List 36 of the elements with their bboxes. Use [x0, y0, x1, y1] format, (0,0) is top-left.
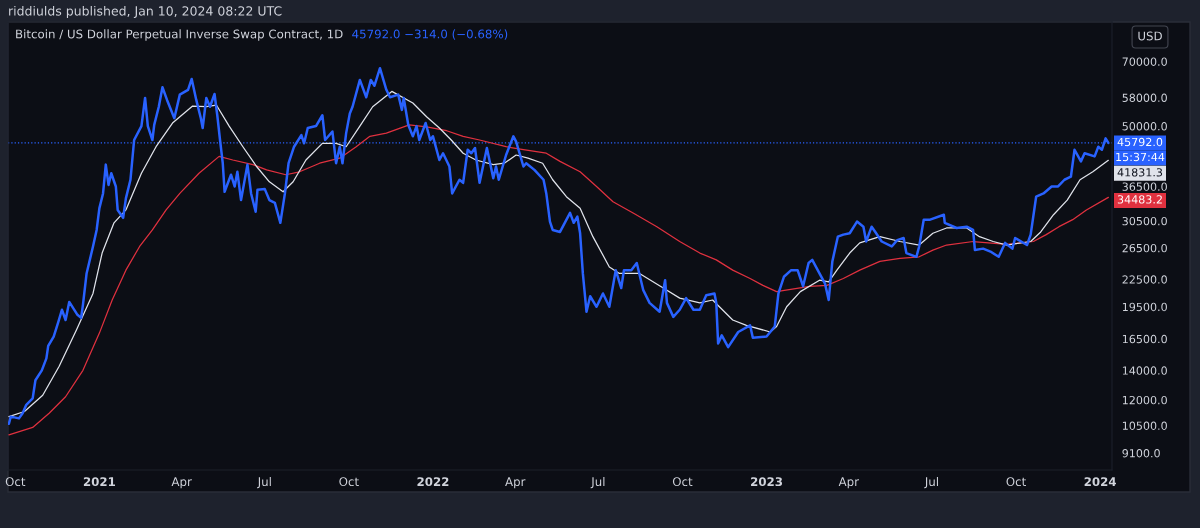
y-tick-label: 10500.0 — [1122, 421, 1167, 430]
x-tick-label: Jul — [257, 476, 271, 489]
y-tick-label: 30500.0 — [1122, 216, 1167, 226]
y-tick-label: 58000.0 — [1122, 93, 1167, 102]
x-tick-label: Oct — [1006, 477, 1026, 487]
y-tick-label: 12000.0 — [1122, 395, 1167, 405]
x-tick-label: Apr — [505, 477, 526, 489]
line-series — [8, 124, 1109, 436]
data-label: 34483.2 — [1117, 195, 1162, 204]
x-tick-label: 2021 — [83, 477, 116, 487]
y-axis-title: USD — [1138, 31, 1162, 41]
text: 45792.0 −314.0 (−0.68%) — [352, 29, 508, 40]
y-tick-label: 9100.0 — [1122, 449, 1160, 458]
y-tick-label: 50000.0 — [1122, 122, 1167, 131]
text: Bitcoin / US Dollar Perpetual Inverse Swap Contract, 1D — [16, 29, 343, 41]
y-tick-label: 70000.0 — [1122, 57, 1167, 66]
y-tick-label: 22500.0 — [1122, 275, 1167, 284]
x-tick-label: Apr — [838, 477, 860, 489]
data-label: 41831.3 — [1117, 168, 1163, 177]
y-tick-label: 26500.0 — [1122, 243, 1167, 253]
x-tick-label: Apr — [171, 477, 192, 489]
x-tick-label: Oct — [5, 477, 26, 487]
y-tick-label: 19500.0 — [1122, 302, 1167, 312]
text: riddiulds published, Jan 10, 2024 08:22 UTC — [9, 5, 282, 19]
annotation: 15:37:44 — [1116, 152, 1165, 162]
x-tick-label: Oct — [672, 477, 693, 487]
x-tick-label: 2023 — [751, 477, 783, 487]
x-tick-label: Oct — [339, 477, 359, 487]
y-tick-label: 36500.0 — [1122, 182, 1167, 191]
y-tick-label: 14000.0 — [1122, 366, 1167, 375]
y-tick-label: 16500.0 — [1122, 334, 1167, 344]
x-tick-label: Jul — [924, 476, 938, 489]
x-tick-label: 2024 — [1084, 477, 1117, 487]
data-label: 45792.0 — [1117, 137, 1163, 147]
x-tick-label: Jul — [590, 476, 605, 489]
x-tick-label: 2022 — [417, 477, 449, 487]
